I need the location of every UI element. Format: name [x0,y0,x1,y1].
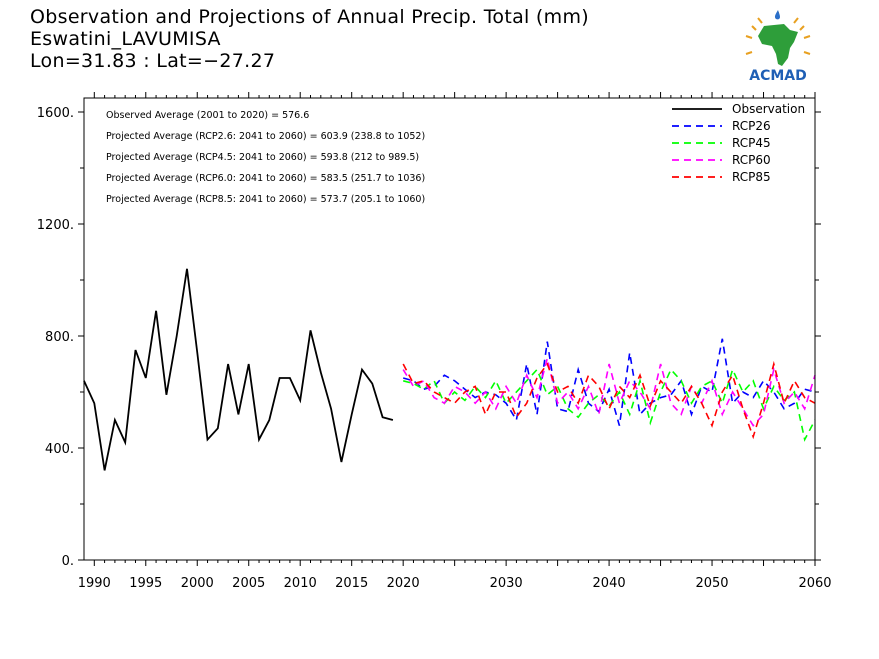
title-block: Observation and Projections of Annual Pr… [30,6,589,72]
series-line-rcp60 [402,358,816,427]
africa-map-icon: ACMAD [745,10,811,84]
x-tick-label: 2010 [284,576,317,591]
legend: Observation RCP26 RCP45 RCP60 RCP85 [672,102,805,184]
annotation-line: Projected Average (RCP6.0: 2041 to 2060)… [106,173,425,184]
legend-label: Observation [732,102,805,116]
x-tick-label: 2005 [232,576,265,591]
annotation-line: Projected Average (RCP8.5: 2041 to 2060)… [106,194,425,205]
legend-label: RCP85 [732,170,771,184]
series-line-rcp85 [402,360,816,440]
y-tick-label: 1200. [37,218,74,233]
annotations-layer: Observed Average (2001 to 2020) = 576.6 P… [106,110,425,205]
x-tick-label: 1990 [78,576,111,591]
annotation-line: Projected Average (RCP4.5: 2041 to 2060)… [106,152,419,163]
x-tick-label: 2040 [593,576,626,591]
chart-title: Observation and Projections of Annual Pr… [30,6,589,28]
axes-layer: 0. 400. 800. 1200. 1600. 1990 1995 2000 2005 2010… [37,92,832,591]
legend-label: RCP45 [732,136,771,150]
x-tick-label: 1995 [129,576,162,591]
annotation-line: Projected Average (RCP2.6: 2041 to 2060)… [106,131,425,142]
annotation-line: Observed Average (2001 to 2020) = 576.6 [106,110,309,121]
x-tick-label: 2060 [798,576,831,591]
y-tick-label: 1600. [37,106,74,121]
plot-frame [83,97,816,561]
series-line-observation [83,268,394,471]
legend-label: RCP26 [732,119,771,133]
x-tick-label: 2020 [387,576,420,591]
acmad-logo: ACMAD [738,8,818,84]
logo-text: ACMAD [749,68,807,84]
y-tick-label: 0. [62,554,74,569]
coordinates: Lon=31.83 : Lat=−27.27 [30,50,276,72]
series-line-rcp45 [402,367,816,442]
series-line-rcp26 [402,338,816,426]
legend-label: RCP60 [732,153,771,167]
y-tick-label: 400. [45,442,74,457]
x-tick-label: 2050 [695,576,728,591]
x-tick-label: 2030 [490,576,523,591]
y-tick-label: 800. [45,330,74,345]
station-name: Eswatini_LAVUMISA [30,28,221,50]
x-tick-label: 2000 [181,576,214,591]
x-tick-label: 2015 [335,576,368,591]
series-layer [83,268,816,471]
